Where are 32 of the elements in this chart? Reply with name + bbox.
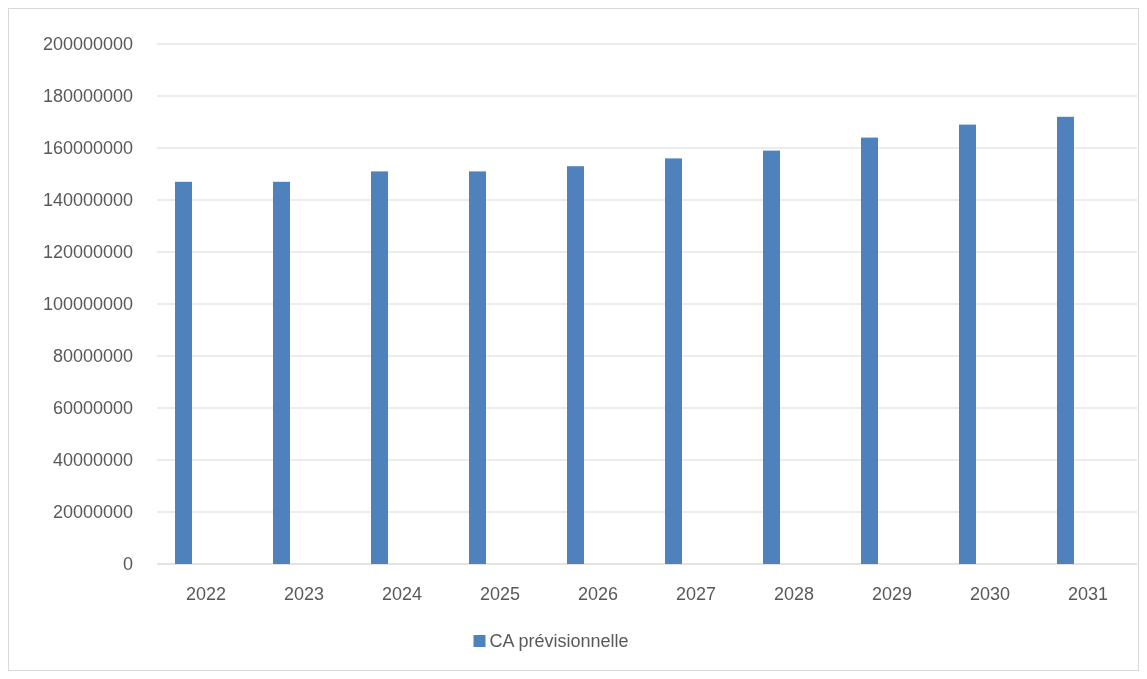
y-tick-label: 200000000 <box>42 34 133 55</box>
bar <box>371 171 388 564</box>
y-tick-label: 180000000 <box>42 86 133 107</box>
x-tick-label: 2027 <box>675 584 717 604</box>
bar <box>175 181 192 564</box>
y-tick-label: 80000000 <box>52 346 133 367</box>
y-tick-label: 60000000 <box>52 398 133 419</box>
y-tick-label: 120000000 <box>42 242 133 263</box>
legend-label: CA prévisionnelle <box>489 631 629 652</box>
x-tick-label: 2028 <box>773 584 815 604</box>
x-tick-label: 2023 <box>283 584 325 604</box>
x-tick-label: 2025 <box>479 584 521 604</box>
x-tick-label: 2022 <box>185 584 227 604</box>
x-tick-label: 2029 <box>871 584 913 604</box>
bar <box>665 158 682 564</box>
x-tick-label: 2030 <box>969 584 1011 604</box>
y-tick-label: 0 <box>122 554 133 575</box>
bar <box>861 137 878 564</box>
x-tick-label: 2026 <box>577 584 619 604</box>
bar <box>567 166 584 564</box>
bar <box>763 150 780 564</box>
bar <box>1057 116 1074 564</box>
y-tick-label: 100000000 <box>42 294 133 315</box>
y-tick-label: 20000000 <box>52 502 133 523</box>
bar <box>469 171 486 564</box>
x-tick-label: 2031 <box>1067 584 1109 604</box>
y-tick-label: 160000000 <box>42 138 133 159</box>
y-tick-label: 40000000 <box>52 450 133 471</box>
bar <box>273 181 290 564</box>
y-tick-label: 140000000 <box>42 190 133 211</box>
x-tick-label: 2024 <box>381 584 423 604</box>
bar <box>959 124 976 564</box>
